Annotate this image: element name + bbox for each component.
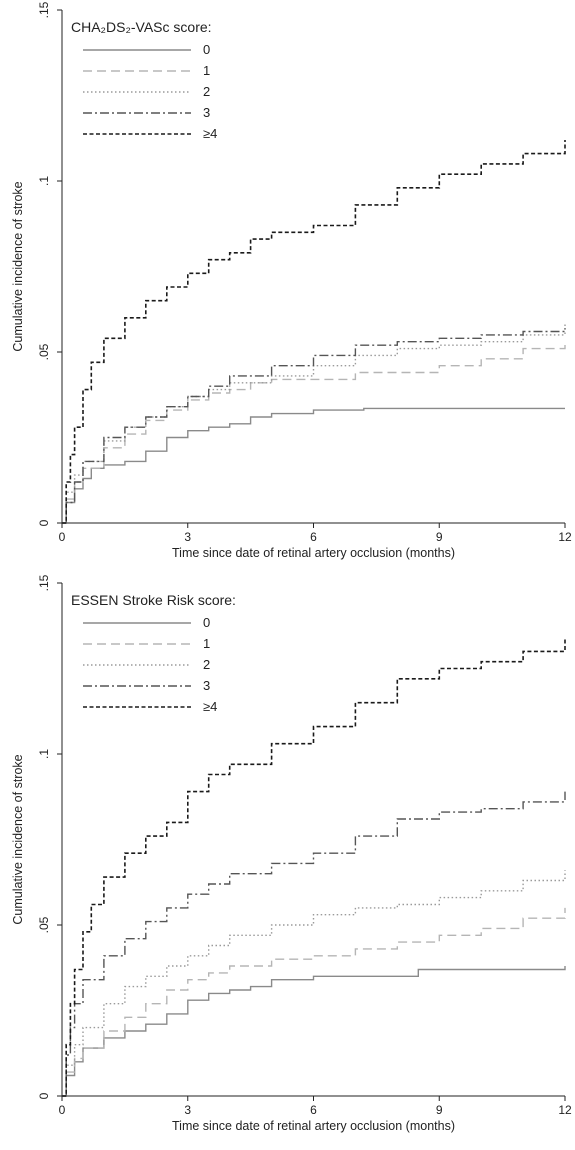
- legend-label-4: ≥4: [203, 126, 217, 141]
- y-tick-label: 0: [37, 519, 51, 526]
- chart-panel-chads-vasc: 0 3 6 9 12 0.05.1.15 Time since date of retina…: [0, 0, 575, 572]
- legend-label-2: 2: [203, 657, 210, 672]
- series-line-2: [62, 870, 566, 1097]
- series-line-3: [62, 328, 566, 524]
- legend-label-1: 1: [203, 63, 210, 78]
- x-tick-label: 6: [310, 1103, 317, 1117]
- series-line-0: [62, 407, 565, 524]
- chart-panel-essen: 0 3 6 9 12 0.05.1.15 Time since date of retina…: [0, 573, 575, 1145]
- x-tick-label: 3: [184, 1103, 191, 1117]
- series-line-2: [62, 322, 566, 524]
- legend-label-1: 1: [203, 636, 210, 651]
- x-tick-label: 9: [436, 1103, 443, 1117]
- y-tick-label: .15: [37, 574, 51, 591]
- legend-label-4: ≥4: [203, 699, 217, 714]
- x-tick-label: 6: [310, 530, 317, 544]
- x-tick-label: 9: [436, 530, 443, 544]
- x-tick-label: 0: [59, 1103, 66, 1117]
- y-tick-label: .15: [37, 1, 51, 18]
- legend-label-3: 3: [203, 678, 210, 693]
- y-tick-label: .05: [37, 916, 51, 933]
- series-line-4: [62, 140, 566, 524]
- legend-label-0: 0: [203, 42, 210, 57]
- series-line-1: [62, 340, 566, 524]
- x-axis-label: Time since date of retinal artery occlus…: [172, 546, 455, 560]
- series-line-4: [62, 637, 566, 1097]
- x-tick-label: 3: [184, 530, 191, 544]
- x-axis-label: Time since date of retinal artery occlus…: [172, 1119, 455, 1133]
- y-tick-label: .05: [37, 343, 51, 360]
- x-tick-label: 12: [558, 1103, 572, 1117]
- y-tick-label: 0: [37, 1092, 51, 1099]
- x-tick-label: 0: [59, 530, 66, 544]
- y-tick-label: .1: [37, 176, 51, 186]
- legend-label-0: 0: [203, 615, 210, 630]
- legend-title: ESSEN Stroke Risk score:: [71, 592, 236, 608]
- series-line-3: [62, 791, 566, 1097]
- legend-label-3: 3: [203, 105, 210, 120]
- legend-label-2: 2: [203, 84, 210, 99]
- y-axis-label: Cumulative incidence of stroke: [11, 754, 25, 924]
- y-axis-label: Cumulative incidence of stroke: [11, 181, 25, 351]
- y-tick-label: .1: [37, 749, 51, 759]
- series-line-0: [62, 966, 566, 1097]
- series-line-1: [62, 907, 566, 1097]
- x-tick-label: 12: [558, 530, 572, 544]
- legend-title: CHA₂DS₂-VASc score:: [71, 19, 212, 35]
